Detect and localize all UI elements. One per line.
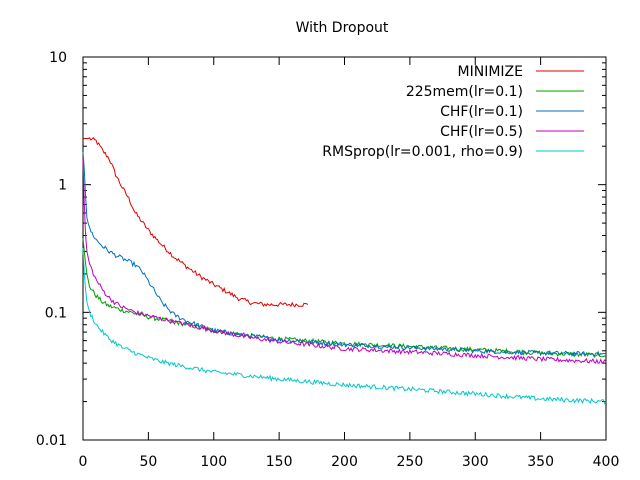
x-axis: 0 50 100 150 200 250 300 350 400: [79, 57, 620, 470]
x-tick-label: 150: [266, 454, 293, 470]
x-tick-label: 0: [79, 454, 88, 470]
x-tick-label: 400: [593, 454, 620, 470]
y-tick-label: 0.01: [36, 433, 67, 449]
x-tick-label: 350: [527, 454, 554, 470]
series-line-4: [82, 158, 607, 364]
x-tick-label: 300: [462, 454, 489, 470]
y-tick-label: 1: [58, 178, 67, 194]
legend: MINIMIZE 225mem(lr=0.1) CHF(lr=0.1) CHF(lr=…: [322, 64, 584, 160]
legend-label-5: RMSprop(lr=0.001, rho=0.9): [322, 144, 523, 160]
legend-label-4: CHF(lr=0.5): [440, 124, 523, 140]
series-line-5: [82, 247, 607, 405]
x-tick-label: 200: [331, 454, 358, 470]
y-tick-label: 0.1: [45, 305, 67, 321]
x-tick-label: 50: [139, 454, 157, 470]
series-line-2: [82, 238, 607, 359]
y-tick-label: 10: [49, 50, 67, 66]
legend-label-3: CHF(lr=0.1): [440, 104, 523, 120]
y-axis: 0.01 0.1 1 10: [36, 50, 606, 449]
series-line-1: [83, 137, 309, 308]
series-group: [82, 137, 607, 405]
plot-frame: [82, 56, 607, 441]
legend-label-2: 225mem(lr=0.1): [406, 84, 523, 100]
x-tick-label: 250: [397, 454, 424, 470]
legend-label-1: MINIMIZE: [458, 64, 523, 80]
chart-title: With Dropout: [296, 20, 389, 36]
series-line-3: [82, 152, 607, 357]
x-tick-label: 100: [200, 454, 227, 470]
